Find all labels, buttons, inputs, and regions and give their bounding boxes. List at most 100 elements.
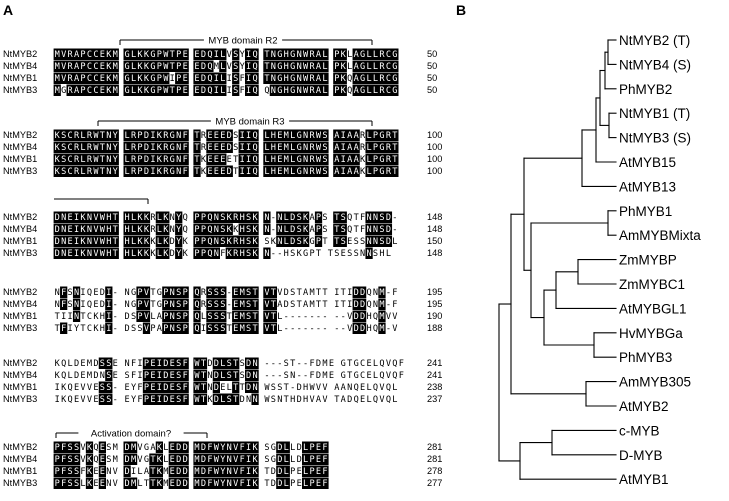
residue: M (379, 312, 384, 322)
residue: P (157, 86, 162, 96)
residue: R (163, 167, 169, 177)
conserved-residue-shade (263, 223, 271, 235)
residue: V (227, 50, 232, 60)
residue: W (316, 131, 322, 141)
conserved-residue-shade (66, 48, 74, 60)
conserved-residue-shade (212, 72, 220, 84)
conserved-residue-shade (149, 165, 157, 177)
conserved-residue-shade (238, 298, 246, 310)
conserved-residue-shade (98, 72, 106, 84)
conserved-residue-shade (111, 223, 119, 235)
conserved-residue-shade (98, 465, 106, 477)
conserved-residue-shade (232, 247, 240, 259)
residue: K (144, 225, 150, 235)
conserved-residue-shade (212, 310, 220, 322)
sequence-end-position: 148 (427, 248, 442, 258)
conserved-residue-shade (85, 141, 94, 153)
residue: N (373, 237, 378, 247)
residue: T (392, 167, 397, 177)
residue: C (68, 167, 73, 177)
residue: L (201, 312, 206, 322)
residue: P (137, 167, 142, 177)
residue: S (220, 237, 225, 247)
residue: V (322, 395, 327, 405)
residue: - (334, 324, 339, 334)
residue: W (100, 225, 106, 235)
residue: T (80, 324, 85, 334)
residue: E (297, 479, 302, 489)
conserved-residue-shade (142, 322, 151, 334)
residue: N (106, 467, 111, 477)
residue: I (80, 288, 85, 298)
conserved-residue-shade (276, 477, 284, 489)
sequence-end-position: 195 (427, 299, 442, 309)
conserved-residue-shade (314, 235, 323, 247)
conserved-residue-shade (98, 129, 106, 141)
conserved-residue-shade (181, 453, 189, 465)
residue: S (106, 395, 111, 405)
residue: N (176, 131, 181, 141)
conserved-residue-shade (378, 141, 386, 153)
conserved-residue-shade (149, 141, 157, 153)
residue: E (100, 455, 105, 465)
conserved-residue-shade (212, 165, 220, 177)
conserved-residue-shade (149, 477, 157, 489)
residue: P (183, 300, 188, 310)
residue: M (113, 443, 118, 453)
conserved-residue-shade (282, 441, 290, 453)
conserved-residue-shade (295, 48, 303, 60)
conserved-residue-shade (193, 477, 201, 489)
residue: W (100, 249, 106, 259)
conserved-residue-shade (251, 72, 259, 84)
residue: L (220, 74, 225, 84)
conserved-residue-shade (85, 72, 94, 84)
residue: S (220, 225, 225, 235)
conserved-residue-shade (245, 298, 253, 310)
conserved-residue-shade (98, 153, 106, 165)
alignment-row: NtMYB4 M V R A P C C E K M G L K K G P W T P E E D Q M L V S Y I Q T N G H… (3, 60, 437, 72)
conserved-residue-shade (168, 369, 176, 381)
residue: - (284, 324, 289, 334)
residue: I (150, 155, 155, 165)
sequence-end-position: 150 (427, 236, 442, 246)
residue: L (68, 359, 73, 369)
conserved-residue-shade (206, 48, 214, 60)
residue: N (106, 167, 111, 177)
conserved-residue-shade (352, 322, 360, 334)
conserved-residue-shade (365, 247, 373, 259)
conserved-residue-shade (302, 211, 310, 223)
conserved-residue-shade (111, 72, 119, 84)
residue: K (163, 249, 169, 259)
residue: L (290, 155, 295, 165)
alignment-row: NtMYB1 M V R A P C C E K M G L K K G P W I P E E D Q I L I S F I Q T N G H… (3, 72, 437, 84)
conserved-residue-shade (53, 465, 61, 477)
conserved-residue-shade (60, 129, 68, 141)
conserved-residue-shade (142, 369, 151, 381)
residue: S (106, 383, 111, 393)
conserved-residue-shade (181, 286, 189, 298)
alignment-row: NtMYB2 K Q L D E M D S S E N F I P E I D E S F W T D D L S T S D N - - - S… (3, 357, 442, 369)
residue: M (194, 455, 199, 465)
residue: F (322, 467, 327, 477)
residue: D (93, 359, 98, 369)
residue: L (131, 225, 136, 235)
residue: M (131, 443, 136, 453)
residue: M (55, 74, 60, 84)
conserved-residue-shade (206, 441, 214, 453)
residue: N (373, 300, 378, 310)
residue: S (322, 131, 327, 141)
residue: W (194, 359, 200, 369)
conserved-residue-shade (371, 235, 380, 247)
residue: E (93, 395, 98, 405)
conserved-residue-shade (162, 286, 170, 298)
residue: F (207, 479, 212, 489)
conserved-residue-shade (123, 247, 131, 259)
residue: V (80, 443, 85, 453)
conserved-residue-shade (282, 477, 290, 489)
residue: M (194, 467, 199, 477)
conserved-residue-shade (225, 357, 233, 369)
conserved-residue-shade (105, 129, 113, 141)
residue: - (341, 312, 346, 322)
conserved-residue-shade (251, 477, 259, 489)
